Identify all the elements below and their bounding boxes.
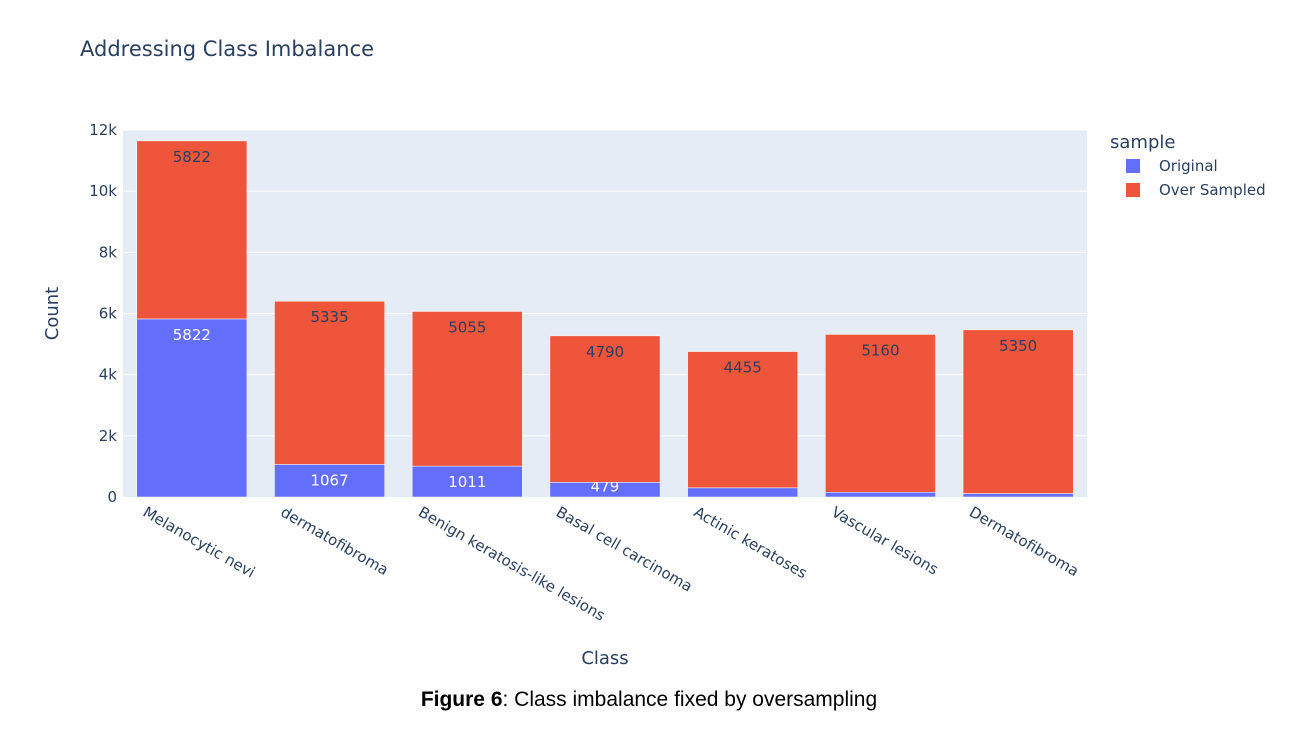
bar-original (274, 464, 385, 498)
bar-original (825, 492, 936, 498)
bar-over-sampled (274, 300, 385, 465)
bar-original (411, 465, 523, 498)
y-tick-label: 8k (99, 243, 118, 261)
bar-original (962, 493, 1074, 498)
x-tick-label: Dermatofibroma (966, 503, 1082, 580)
bar-value-label: 1011 (448, 473, 486, 491)
x-tick-label: Melanocytic nevi (140, 503, 258, 582)
y-tick-label: 6k (99, 305, 118, 323)
y-tick-labels: 0 2k 4k 6k 8k 10k 12k (89, 121, 117, 506)
bar-value-label: 5160 (861, 341, 899, 359)
bar-original (687, 487, 799, 498)
legend-swatch (1126, 183, 1140, 197)
x-tick-label: dermatofibroma (278, 503, 392, 579)
bar-over-sampled (962, 329, 1074, 494)
bar-value-label: 5055 (448, 318, 486, 336)
y-tick-label: 0 (107, 488, 117, 506)
y-axis-title: Count (42, 287, 63, 340)
x-tick-label: Basal cell carcinoma (553, 503, 696, 596)
x-tick-label: Vascular lesions (828, 503, 941, 579)
y-tick-label: 4k (99, 366, 118, 384)
bar-value-label: 5822 (173, 326, 211, 344)
x-tick-label: Actinic keratoses (691, 503, 811, 583)
bar-value-label: 5335 (310, 308, 348, 326)
bar-value-label: 1067 (310, 471, 348, 489)
bar-value-label: 5822 (173, 148, 211, 166)
bar-value-label: 4790 (586, 343, 624, 361)
bar-over-sampled (136, 140, 248, 320)
bar-over-sampled (825, 334, 936, 493)
x-axis-title: Class (581, 648, 628, 669)
figure-caption: Figure 6: Class imbalance fixed by overs… (0, 688, 1298, 712)
y-tick-label: 10k (89, 182, 117, 200)
legend-item-label: Over Sampled (1159, 181, 1266, 199)
bar-value-label: 5350 (999, 337, 1037, 355)
bar-over-sampled (549, 335, 661, 483)
y-tick-label: 2k (99, 427, 118, 445)
legend-item-label: Original (1159, 157, 1218, 175)
figure-label: Figure 6 (420, 688, 503, 711)
bar-original (136, 318, 248, 498)
bar-value-label: 4455 (724, 359, 762, 377)
bar-over-sampled (411, 311, 523, 467)
legend-swatch (1126, 159, 1140, 173)
legend-title: sample (1110, 132, 1175, 153)
chart-title: Addressing Class Imbalance (80, 37, 374, 61)
x-tick-labels: Melanocytic nevi dermatofibroma Benign ker… (140, 503, 1082, 625)
figure-caption-text: : Class imbalance fixed by oversampling (502, 688, 878, 711)
bar-over-sampled (687, 351, 799, 489)
y-tick-label: 12k (89, 121, 117, 139)
legend: sample Original Over Sampled (1110, 132, 1266, 199)
